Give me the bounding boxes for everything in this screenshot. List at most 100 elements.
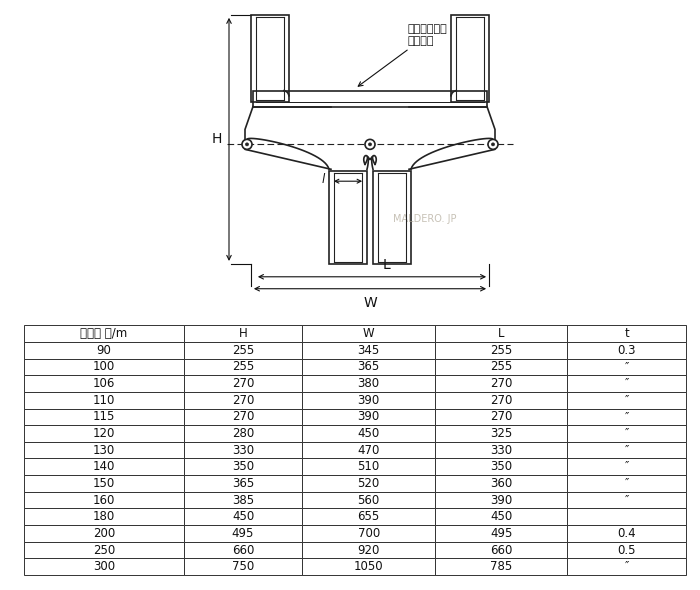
Bar <box>251 15 289 101</box>
Text: 655: 655 <box>358 510 380 523</box>
Text: 330: 330 <box>232 444 254 457</box>
Text: ″: ″ <box>624 394 629 407</box>
Bar <box>183 359 302 375</box>
Bar <box>302 392 435 408</box>
Text: 110: 110 <box>92 394 115 407</box>
Text: 330: 330 <box>490 444 512 457</box>
Text: 200: 200 <box>92 527 115 540</box>
Bar <box>24 458 183 475</box>
Bar <box>24 509 183 525</box>
Text: ″: ″ <box>624 377 629 390</box>
Text: W: W <box>363 327 375 340</box>
Text: L: L <box>498 327 504 340</box>
Text: 390: 390 <box>490 494 512 507</box>
Text: 280: 280 <box>232 427 254 440</box>
Bar <box>435 558 567 575</box>
Text: 270: 270 <box>490 411 512 424</box>
Circle shape <box>491 143 494 146</box>
Text: MALDERO. JP: MALDERO. JP <box>393 214 456 224</box>
Bar <box>24 558 183 575</box>
Bar <box>183 491 302 509</box>
Text: 345: 345 <box>358 344 380 357</box>
Bar <box>435 375 567 392</box>
Text: 560: 560 <box>358 494 380 507</box>
Bar <box>302 525 435 542</box>
Text: 1050: 1050 <box>354 560 384 573</box>
Text: 115: 115 <box>92 411 115 424</box>
Bar <box>567 425 686 442</box>
Text: 920: 920 <box>358 543 380 556</box>
Text: H: H <box>239 327 247 340</box>
Bar <box>435 491 567 509</box>
Bar <box>435 509 567 525</box>
Bar <box>435 392 567 408</box>
Bar <box>24 359 183 375</box>
Bar <box>567 375 686 392</box>
Text: ″: ″ <box>624 427 629 440</box>
Bar <box>24 475 183 491</box>
Text: 450: 450 <box>490 510 512 523</box>
Text: 106: 106 <box>92 377 115 390</box>
Text: 270: 270 <box>490 377 512 390</box>
Bar <box>435 525 567 542</box>
Bar <box>302 425 435 442</box>
Text: 160: 160 <box>92 494 115 507</box>
Text: L: L <box>383 258 391 272</box>
Bar <box>435 342 567 359</box>
Bar <box>302 558 435 575</box>
Bar <box>567 525 686 542</box>
Bar <box>302 475 435 491</box>
Text: 450: 450 <box>358 427 380 440</box>
Text: 495: 495 <box>490 527 512 540</box>
Text: 255: 255 <box>232 360 254 373</box>
Bar <box>24 375 183 392</box>
Bar <box>24 392 183 408</box>
Bar <box>183 342 302 359</box>
Bar <box>435 458 567 475</box>
Bar <box>24 542 183 558</box>
Bar <box>24 342 183 359</box>
Text: 130: 130 <box>92 444 115 457</box>
Text: 700: 700 <box>358 527 380 540</box>
Text: 520: 520 <box>358 477 380 490</box>
Text: ″: ″ <box>624 411 629 424</box>
Text: 325: 325 <box>490 427 512 440</box>
Bar <box>567 442 686 458</box>
Text: ″: ″ <box>624 494 629 507</box>
Circle shape <box>488 139 498 149</box>
Bar <box>183 458 302 475</box>
Text: 180: 180 <box>92 510 115 523</box>
Bar <box>24 425 183 442</box>
Bar <box>302 325 435 342</box>
Bar <box>253 91 487 107</box>
Bar <box>302 509 435 525</box>
Text: 350: 350 <box>232 460 254 473</box>
Text: 0.4: 0.4 <box>617 527 636 540</box>
Text: 495: 495 <box>232 527 254 540</box>
Text: ″: ″ <box>624 460 629 473</box>
Bar <box>567 509 686 525</box>
Bar <box>183 442 302 458</box>
Text: ″: ″ <box>624 477 629 490</box>
Bar <box>435 325 567 342</box>
Bar <box>302 542 435 558</box>
Bar <box>183 325 302 342</box>
Bar <box>451 15 489 101</box>
Text: 140: 140 <box>92 460 115 473</box>
Bar <box>302 442 435 458</box>
Circle shape <box>365 139 375 149</box>
Bar <box>567 408 686 425</box>
Circle shape <box>246 143 248 146</box>
Bar <box>183 475 302 491</box>
Text: 390: 390 <box>358 394 380 407</box>
Text: 255: 255 <box>490 344 512 357</box>
Text: ″: ″ <box>624 560 629 573</box>
Bar <box>302 408 435 425</box>
Text: W: W <box>363 296 377 310</box>
Circle shape <box>242 139 252 149</box>
Bar <box>183 558 302 575</box>
Text: 450: 450 <box>232 510 254 523</box>
Bar <box>435 425 567 442</box>
Text: ″: ″ <box>624 444 629 457</box>
Bar <box>435 442 567 458</box>
